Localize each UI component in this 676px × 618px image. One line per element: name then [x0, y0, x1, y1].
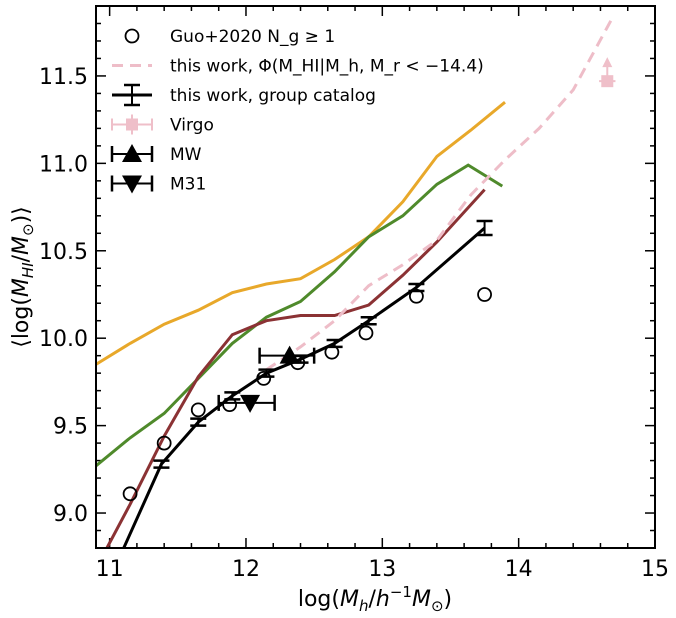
y-tick-label: 9.5 — [53, 415, 88, 440]
guo-point — [156, 435, 172, 451]
guo-point — [324, 344, 340, 360]
guo-point — [222, 397, 238, 413]
legend-label: MW — [170, 145, 202, 165]
group-catalog-line — [122, 226, 486, 548]
legend-label: this work, group catalog — [170, 86, 376, 106]
legend-item-mw: MW — [110, 144, 202, 165]
legend-marker-square — [126, 118, 138, 131]
y-tick-label: 9.0 — [53, 502, 88, 527]
legend: Guo+2020 N_g ≥ 1 this work, Φ(M_HI|M_h, M… — [110, 27, 484, 195]
guo-point — [190, 402, 206, 418]
series-line-phi — [265, 13, 616, 371]
guo-point — [409, 288, 424, 304]
legend-item-guo: Guo+2020 N_g ≥ 1 — [124, 27, 335, 47]
legend-label: this work, Φ(M_HI|M_h, M_r < −14.4) — [170, 57, 484, 77]
x-axis-title: log(Mh/h−1M⊙) — [298, 583, 452, 615]
mw-point — [279, 345, 300, 364]
legend-label: Guo+2020 N_g ≥ 1 — [170, 27, 335, 47]
virgo-point — [601, 75, 614, 88]
legend-label: Virgo — [170, 116, 214, 136]
series-line-green — [96, 163, 504, 467]
x-tick-label: 11 — [96, 557, 124, 582]
legend-marker-triangle-down — [122, 175, 142, 194]
legend-label: M31 — [170, 175, 206, 195]
legend-marker-triangle-up — [122, 144, 142, 162]
y-tick-label: 10.5 — [39, 240, 88, 265]
guo-point — [477, 287, 492, 302]
legend-item-group: this work, group catalog — [112, 83, 376, 107]
x-tick-label: 12 — [232, 557, 260, 582]
legend-item-virgo: Virgo — [111, 114, 214, 136]
guo-point — [358, 325, 374, 341]
y-tick-label: 11.5 — [39, 65, 88, 90]
guo-point — [122, 486, 138, 502]
y-tick-label: 11.0 — [39, 152, 88, 177]
data-markers — [122, 57, 616, 548]
guo-point — [256, 371, 272, 386]
plot-frame — [95, 5, 656, 549]
m31-point — [240, 394, 261, 413]
x-tick-label: 14 — [505, 557, 533, 582]
legend-item-phi: this work, Φ(M_HI|M_h, M_r < −14.4) — [112, 57, 484, 77]
virgo-arrow-head — [602, 57, 613, 68]
x-tick-label: 13 — [368, 557, 396, 582]
series-line-orange — [96, 101, 506, 366]
legend-item-m31: M31 — [110, 175, 206, 195]
x-tick-label: 15 — [641, 557, 669, 582]
y-axis-title: ⟨log(MHI/M⊙)⟩ — [9, 206, 37, 348]
tick-labels: 11 12 13 14 15 9.0 9.5 10.0 10.5 11.0 11.5 — [39, 65, 669, 582]
legend-marker-circle — [124, 28, 140, 44]
y-tick-label: 10.0 — [39, 327, 88, 352]
